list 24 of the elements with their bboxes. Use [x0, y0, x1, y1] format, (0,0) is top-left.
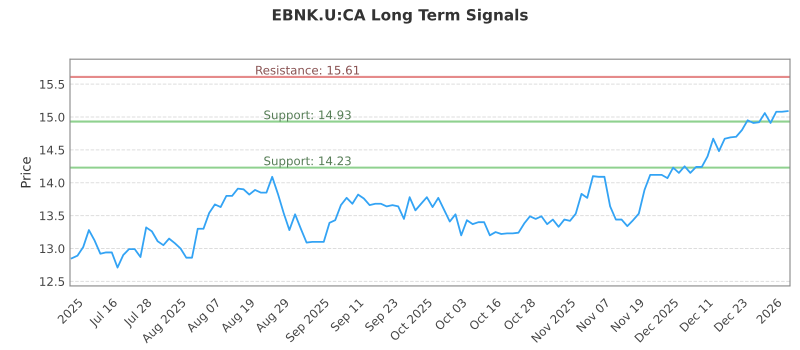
y-tick-label: 15.0 — [40, 112, 64, 122]
y-tick-label: 12.5 — [40, 277, 64, 286]
x-tick-label: Jul 28 — [122, 298, 154, 329]
x-tick-label: Aug 19 — [220, 298, 257, 335]
x-tick-label: Nov 07 — [576, 298, 610, 332]
y-tick-label: 13.0 — [40, 244, 64, 254]
ref-line-label: Support: 14.93 — [264, 110, 351, 122]
y-tick-label: 14.0 — [40, 178, 64, 188]
x-tick-label: Oct 16 — [468, 298, 502, 331]
x-tick-label: Oct 28 — [502, 298, 536, 331]
x-tick-label: Oct 03 — [434, 298, 468, 331]
y-tick-label: 14.5 — [40, 146, 64, 155]
y-axis-title: Price — [20, 157, 31, 188]
y-tick-label: 15.5 — [40, 80, 64, 89]
x-tick-label: Sep 11 — [330, 298, 366, 334]
x-tick-label: Aug 07 — [186, 298, 222, 335]
ref-line-label: Support: 14.23 — [264, 156, 351, 168]
y-tick-label: 13.5 — [40, 211, 64, 220]
x-tick-label: Jul 16 — [88, 298, 120, 329]
line-series — [70, 110, 789, 268]
x-tick-label: Dec 23 — [713, 298, 748, 332]
ref-line-label: Resistance: 15.61 — [256, 65, 360, 75]
x-tick-label: Dec 11 — [679, 298, 714, 332]
chart-title: EBNK.U:CA Long Term Signals — [272, 8, 528, 24]
